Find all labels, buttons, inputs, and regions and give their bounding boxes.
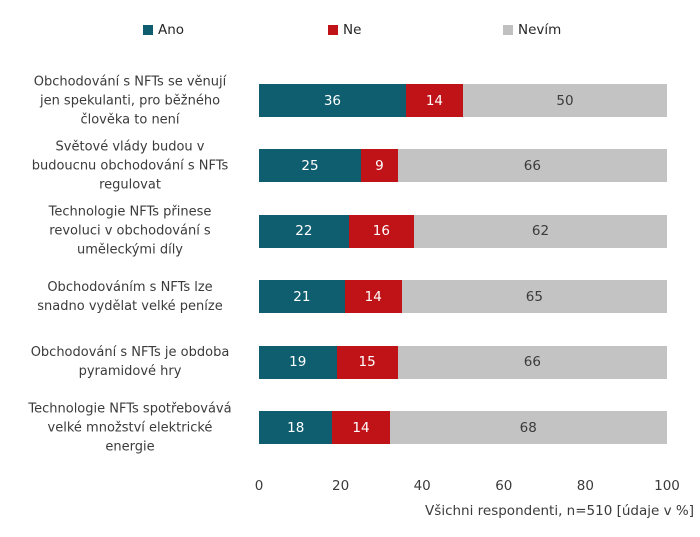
x-tick-label: 40 [413, 478, 431, 494]
footnote: Všichni respondenti, n=510 [údaje v %] [425, 503, 694, 519]
bar-row: 22 16 62 [259, 214, 667, 248]
bar-segment-nevím: 62 [414, 214, 667, 248]
bar-segment-ne: 15 [336, 345, 398, 379]
category-label: Obchodováním s NFTs lze snadno vydělat v… [37, 279, 223, 314]
legend-swatch-icon [143, 25, 153, 35]
bar-segment-nevím: 65 [401, 280, 667, 314]
category-label: Obchodování s NFTs se věnují jen spekula… [33, 74, 227, 127]
bar-row: 19 15 66 [259, 345, 667, 379]
x-tick-label: 80 [576, 478, 594, 494]
bar-segment-nevím: 68 [389, 411, 667, 444]
bar-row: 36 14 50 [259, 84, 667, 117]
bar-segment-ne: 16 [348, 214, 415, 248]
bar-segment-ano: 25 [259, 149, 361, 183]
legend-swatch-icon [328, 25, 338, 35]
legend-item-3: Nevím [503, 22, 561, 38]
bar-segment-ano: 36 [259, 84, 406, 117]
legend-item-1: Ano [143, 22, 184, 38]
bar-segment-nevím: 66 [397, 345, 667, 379]
x-axis: 0 20 40 60 80 100 [0, 478, 700, 496]
bar-segment-nevím: 50 [462, 84, 667, 117]
legend-item-2: Ne [328, 22, 361, 38]
bar-segment-ne: 9 [361, 149, 398, 183]
bar-segment-nevím: 66 [397, 149, 667, 183]
bar-row: 25 9 66 [259, 149, 667, 183]
legend-label: Ano [158, 22, 185, 38]
legend-label: Nevím [518, 22, 562, 38]
bar-segment-ne: 14 [332, 411, 390, 444]
legend: Ano Ne Nevím [0, 22, 700, 42]
bar-segment-ne: 14 [405, 84, 463, 117]
legend-label: Ne [343, 22, 362, 38]
category-label: Technologie NFTs přinese revoluci v obch… [48, 204, 212, 258]
category-label: Technologie NFTs spotřebovává velké množ… [28, 401, 232, 454]
bar-segment-ano: 18 [259, 411, 333, 444]
x-tick-label: 60 [495, 478, 513, 494]
bar-row: 18 14 68 [259, 411, 667, 444]
legend-swatch-icon [503, 25, 513, 35]
category-label: Obchodování s NFTs je obdoba pyramidové … [30, 345, 230, 380]
category-label: Světové vlády budou v budoucnu obchodová… [31, 139, 229, 193]
bar-segment-ano: 22 [259, 214, 349, 248]
bar-segment-ne: 14 [344, 280, 402, 314]
bar-segment-ano: 19 [259, 345, 337, 379]
bar-row: 21 14 65 [259, 280, 667, 314]
x-tick-label: 100 [654, 478, 680, 494]
bar-segment-ano: 21 [259, 280, 345, 314]
x-tick-label: 20 [332, 478, 350, 494]
x-tick-label: 0 [254, 478, 264, 494]
